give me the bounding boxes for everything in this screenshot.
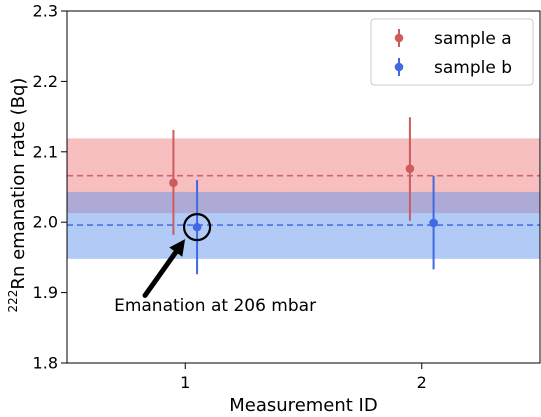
y-tick-label: 2.2 (33, 72, 58, 91)
annotation-highlight-circle (182, 213, 212, 242)
x-axis-label: Measurement ID (229, 395, 377, 416)
y-axis-label-superscript: 222 (6, 290, 20, 313)
annotation-text: Emanation at 206 mbar (114, 296, 316, 316)
y-tick-label: 2.3 (33, 2, 58, 21)
data-point (192, 222, 202, 232)
legend-label: sample a (434, 29, 512, 49)
legend-box (370, 18, 534, 86)
legend: sample a sample b (370, 18, 534, 86)
data-point (405, 164, 415, 173)
plot-frame (66, 10, 541, 364)
y-axis-ticks: 1.8 1.9 2.0 2.1 2.2 2.3 (33, 2, 67, 373)
x-tick-label: 1 (180, 373, 190, 392)
y-tick-label: 2.0 (33, 213, 58, 232)
mean-lines (67, 174, 540, 226)
uncertainty-bands (67, 138, 540, 259)
legend-marker (394, 62, 404, 72)
y-tick-label: 2.1 (33, 142, 58, 161)
data-point (169, 178, 178, 188)
legend-label: sample b (434, 58, 512, 78)
y-axis-label: 222Rn emanation rate (Bq) (6, 78, 29, 313)
y-axis-label-main: Rn emanation rate (Bq) (8, 78, 29, 290)
annotation-arrow-shaft (142, 249, 179, 298)
y-tick-label: 1.8 (33, 354, 58, 373)
legend-marker (394, 33, 404, 43)
y-tick-label: 1.9 (33, 283, 58, 302)
annotation-arrow-head (169, 239, 186, 257)
data-points (169, 117, 438, 275)
x-tick-label: 2 (417, 373, 427, 392)
annotation-group: Emanation at 206 mbar (114, 213, 316, 316)
data-point (429, 218, 438, 228)
